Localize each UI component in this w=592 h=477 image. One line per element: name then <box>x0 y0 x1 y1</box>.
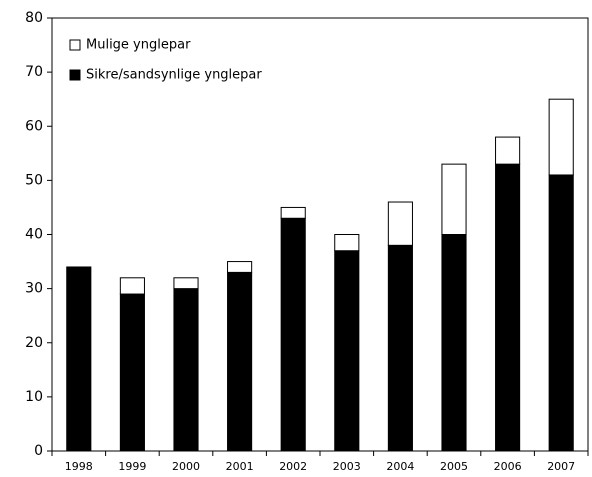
x-tick-label: 1998 <box>65 460 93 473</box>
x-tick-label: 2002 <box>279 460 307 473</box>
bar-segment <box>495 136 521 165</box>
y-tick-label: 60 <box>25 118 43 134</box>
y-tick-label: 0 <box>34 443 43 459</box>
y-tick-label: 50 <box>25 172 43 188</box>
bar-segment <box>173 277 199 290</box>
x-tick-label: 2004 <box>386 460 414 473</box>
plot-frame <box>51 17 589 452</box>
y-tick-label: 30 <box>25 281 43 297</box>
legend-label: Mulige ynglepar <box>86 38 191 53</box>
x-tick-label: 2005 <box>440 460 468 473</box>
bar-segment <box>441 163 467 235</box>
bar-segment <box>548 98 574 176</box>
y-tick-label: 40 <box>25 227 43 243</box>
y-tick-label: 80 <box>25 10 43 26</box>
bar-segment <box>441 234 467 452</box>
legend-swatch <box>69 69 81 81</box>
bar-segment <box>387 201 413 246</box>
x-tick-label: 2001 <box>226 460 254 473</box>
y-tick-label: 70 <box>25 64 43 80</box>
y-tick-label: 20 <box>25 335 43 351</box>
x-tick-label: 1999 <box>118 460 146 473</box>
bar-segment <box>119 293 145 452</box>
legend-swatch <box>69 39 81 51</box>
bar-segment <box>495 163 521 452</box>
bar-segment <box>334 250 360 452</box>
legend-label: Sikre/sandsynlige ynglepar <box>86 68 262 83</box>
bar-segment <box>173 288 199 452</box>
bar-segment <box>548 174 574 452</box>
bar-segment <box>334 234 360 252</box>
bar-segment <box>66 266 92 452</box>
x-tick-label: 2007 <box>547 460 575 473</box>
bar-segment <box>280 217 306 452</box>
y-tick-label: 10 <box>25 389 43 405</box>
bar-segment <box>387 244 413 452</box>
bar-segment <box>227 261 253 273</box>
x-tick-label: 2003 <box>333 460 361 473</box>
x-tick-label: 2000 <box>172 460 200 473</box>
bar-segment <box>280 206 306 219</box>
x-tick-label: 2006 <box>494 460 522 473</box>
bar-segment <box>119 277 145 295</box>
bar-segment <box>227 271 253 452</box>
